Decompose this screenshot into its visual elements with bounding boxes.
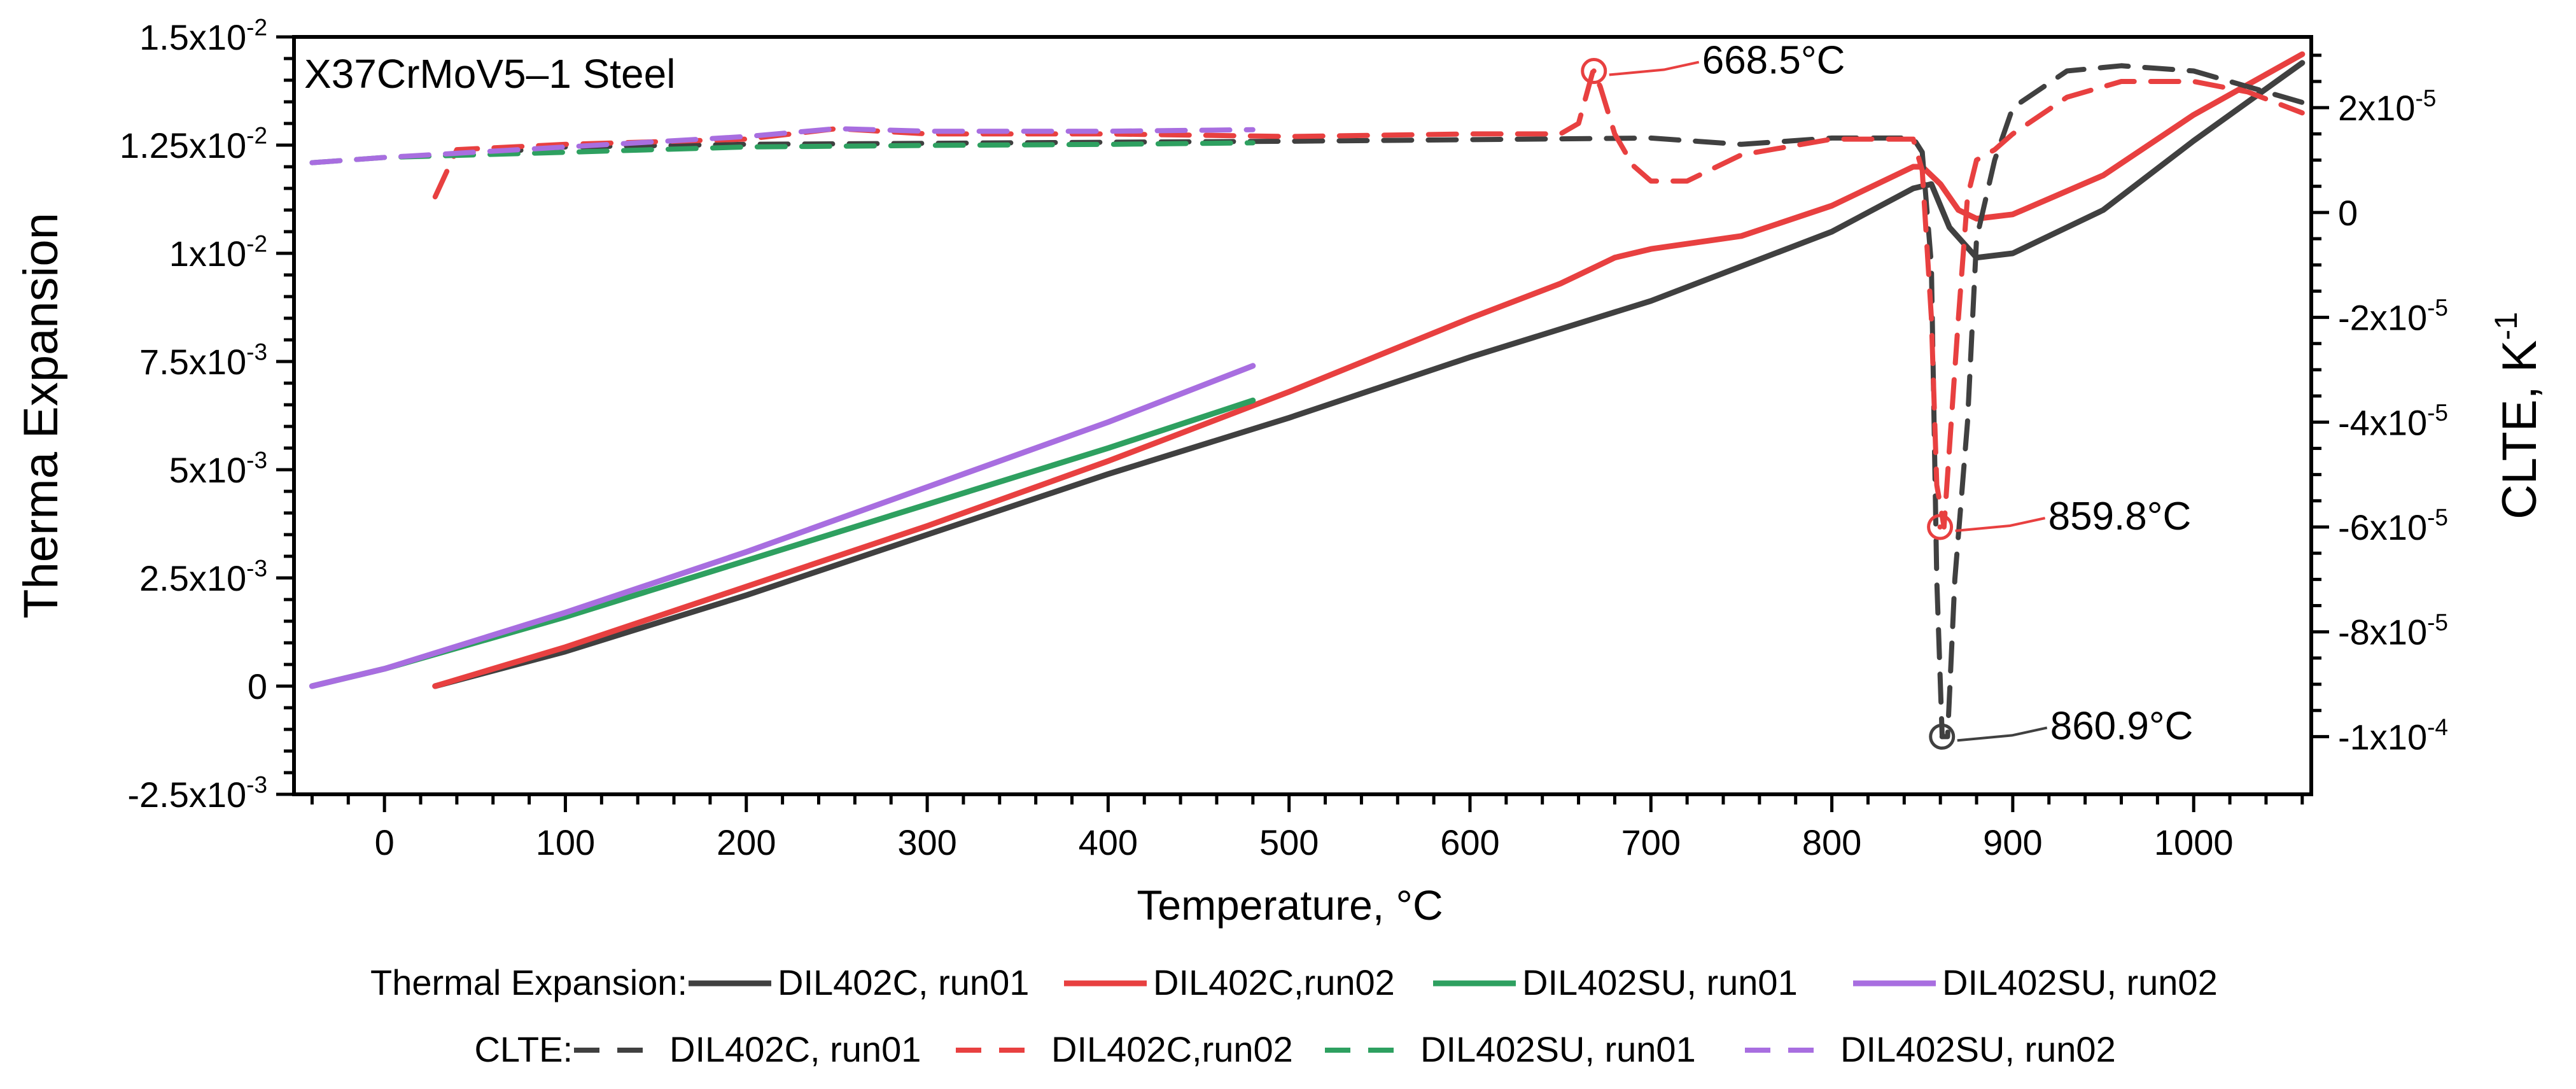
peak-leader-line <box>1609 60 1700 76</box>
series-line-clte-5 <box>432 68 2305 530</box>
peak-marker-dot <box>1937 524 1943 530</box>
peak-marker <box>1927 514 1954 540</box>
series-line-te-1 <box>432 51 2306 689</box>
x-tick-label: 700 <box>1621 822 1681 862</box>
y-right-tick-label: -6x10-5 <box>2338 505 2448 547</box>
y-right-tick-label: 0 <box>2338 193 2358 233</box>
series-line-clte-7 <box>309 126 1256 165</box>
x-tick-label: 300 <box>897 822 956 862</box>
y-right-tick-label: -8x10-5 <box>2338 609 2448 652</box>
y-right-tick-label: 2x10-5 <box>2338 85 2436 128</box>
y-left-tick-label: 2.5x10-3 <box>139 556 267 598</box>
y-right-tick-label: -1x10-4 <box>2338 714 2448 757</box>
y-left-tick-label: 1.5x10-2 <box>139 15 267 57</box>
x-tick-label: 800 <box>1802 822 1861 862</box>
chart-title: X37CrMoV5–1 Steel <box>304 51 675 97</box>
y-left-tick-label: 7.5x10-3 <box>139 339 267 382</box>
marker-layer: 668.5°C 859.8°C 860.9°C <box>1581 39 2194 750</box>
y-left-tick-label: 0 <box>248 666 267 706</box>
y-left-tick-label: 1x10-2 <box>169 231 267 274</box>
series-line-te-2 <box>309 397 1256 689</box>
legend-entry-label: DIL402SU, run02 <box>1840 1029 2116 1069</box>
legend-entry-label: DIL402C, run01 <box>778 962 1029 1002</box>
x-tick-label: 0 <box>375 822 395 862</box>
peak-marker <box>1929 723 1956 750</box>
legend-title-clte: CLTE: <box>474 1029 573 1069</box>
y-left-tick-label: -2.5x10-3 <box>127 772 267 815</box>
x-tick-label: 400 <box>1079 822 1138 862</box>
y-right-tick-label: -2x10-5 <box>2338 295 2448 337</box>
series-line-te-3 <box>309 363 1256 689</box>
legend-entry-label: DIL402C, run01 <box>669 1029 921 1069</box>
series-line-clte-4 <box>490 63 2305 740</box>
x-tick-label: 500 <box>1259 822 1319 862</box>
x-axis-title: Temperature, °C <box>1137 882 1443 929</box>
legend-entry-label: DIL402SU, run01 <box>1522 962 1798 1002</box>
peak-leader-line <box>1957 726 2048 742</box>
y-right-axis-title: CLTE, K-1 <box>2488 312 2547 519</box>
plot-frame <box>292 35 2313 796</box>
peak-marker <box>1581 58 1607 85</box>
peak-marker-dot <box>1591 68 1597 74</box>
series-line-te-0 <box>432 60 2306 689</box>
labels-layer: 0 100 200 300 400 500 600 700 800 900 1000 -2.5x10-… <box>14 15 2547 929</box>
legend-title-thermal-expansion: Thermal Expansion: <box>370 962 687 1002</box>
x-tick-label: 600 <box>1440 822 1499 862</box>
peak-leader-line <box>1955 517 2046 532</box>
y-left-tick-label: 1.25x10-2 <box>120 123 267 165</box>
peak-marker-dot <box>1939 734 1945 740</box>
x-tick-label: 1000 <box>2154 822 2234 862</box>
legend-entry-label: DIL402C,run02 <box>1051 1029 1293 1069</box>
x-tick-label: 100 <box>536 822 595 862</box>
x-tick-label: 900 <box>1983 822 2042 862</box>
y-left-axis-title: Therma Expansion <box>14 213 68 619</box>
series-layer <box>309 51 2306 740</box>
peak-label: 668.5°C <box>1702 39 1845 83</box>
legend: Thermal Expansion: DIL402C, run01 DIL402C,… <box>370 962 2218 1069</box>
peak-label: 860.9°C <box>2050 704 2194 748</box>
y-right-tick-label: -4x10-5 <box>2338 400 2448 442</box>
legend-entry-label: DIL402SU, run02 <box>1942 962 2218 1002</box>
y-left-tick-label: 5x10-3 <box>169 447 267 490</box>
legend-entry-label: DIL402SU, run01 <box>1420 1029 1696 1069</box>
legend-entry-label: DIL402C,run02 <box>1153 962 1395 1002</box>
axis-ticks <box>276 35 2329 812</box>
peak-label: 859.8°C <box>2048 495 2192 538</box>
x-tick-label: 200 <box>717 822 776 862</box>
